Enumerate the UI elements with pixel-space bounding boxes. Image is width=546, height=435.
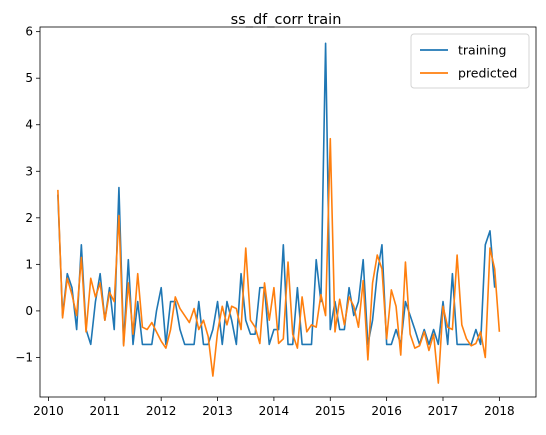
y-tick-label: 5	[25, 71, 33, 85]
legend-label-training: training	[458, 43, 506, 58]
y-tick-label: 4	[25, 118, 33, 132]
x-tick-label: 2012	[146, 404, 177, 418]
y-tick-label: 0	[25, 304, 33, 318]
series-line-predicted	[57, 137, 501, 384]
x-tick-label: 2016	[371, 404, 402, 418]
y-tick-label: 3	[25, 164, 33, 178]
chart-title: ss_df_corr train	[231, 12, 342, 28]
x-tick-label: 2013	[202, 404, 233, 418]
legend: training predicted	[410, 33, 530, 89]
x-axis: 2010 2011 2012 2013 2014 2015 2016 2017 2018	[33, 397, 515, 418]
y-tick-label: −1	[15, 350, 33, 364]
legend-box	[410, 33, 530, 89]
x-tick-label: 2017	[428, 404, 459, 418]
x-tick-label: 2015	[315, 404, 346, 418]
y-tick-label: 6	[25, 25, 33, 39]
plot-area	[57, 42, 501, 384]
y-axis: −1 0 1 2 3 4 5 6	[15, 25, 40, 364]
y-tick-label: 1	[25, 257, 33, 271]
x-tick-label: 2014	[259, 404, 290, 418]
x-tick-label: 2010	[33, 404, 64, 418]
y-tick-label: 2	[25, 211, 33, 225]
x-tick-label: 2011	[90, 404, 121, 418]
x-tick-label: 2018	[484, 404, 515, 418]
plot-frame	[39, 26, 537, 398]
legend-label-predicted: predicted	[458, 66, 517, 81]
